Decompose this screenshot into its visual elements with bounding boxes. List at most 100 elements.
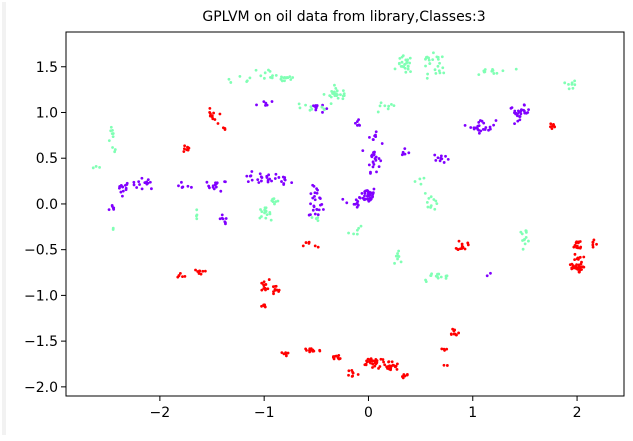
data-point — [259, 208, 262, 211]
data-point — [262, 303, 266, 307]
data-point — [341, 94, 345, 98]
data-point — [441, 66, 445, 70]
data-point — [427, 197, 431, 200]
data-point — [313, 198, 317, 202]
data-point — [407, 151, 411, 155]
data-point — [355, 232, 359, 236]
data-point — [480, 119, 484, 123]
data-point — [213, 183, 217, 187]
data-point — [113, 148, 117, 151]
data-point — [350, 374, 354, 378]
data-point — [258, 172, 262, 176]
data-point — [433, 153, 437, 157]
data-point — [264, 216, 268, 220]
data-points — [91, 51, 598, 380]
data-point — [438, 71, 442, 75]
data-point — [432, 51, 435, 55]
data-point — [408, 61, 412, 65]
data-point — [270, 100, 274, 103]
data-point — [549, 125, 552, 129]
data-point — [591, 245, 595, 249]
data-point — [571, 86, 575, 90]
data-point — [263, 206, 267, 210]
data-point — [203, 269, 207, 273]
data-point — [345, 201, 349, 205]
data-point — [453, 328, 457, 332]
data-point — [409, 70, 412, 74]
y-tick-label: 0.5 — [36, 151, 58, 167]
data-point — [185, 148, 189, 152]
data-point — [455, 333, 458, 337]
data-point — [260, 304, 263, 308]
data-point — [400, 55, 404, 59]
data-point — [268, 70, 272, 73]
data-point — [495, 71, 499, 75]
data-point — [266, 287, 270, 291]
data-point — [365, 360, 369, 364]
data-point — [364, 363, 368, 367]
data-point — [334, 87, 338, 90]
data-point — [276, 199, 280, 203]
data-point — [576, 266, 579, 270]
data-point — [513, 122, 516, 126]
data-point — [518, 118, 522, 122]
y-tick-label: 1.0 — [36, 105, 58, 121]
data-point — [424, 278, 427, 282]
data-point — [250, 178, 254, 182]
data-point — [259, 74, 263, 78]
data-point — [438, 61, 441, 65]
data-point — [301, 244, 305, 248]
data-point — [527, 239, 530, 243]
data-point — [218, 112, 222, 116]
data-point — [445, 364, 449, 367]
data-point — [514, 112, 518, 116]
data-point — [94, 164, 98, 168]
data-point — [404, 70, 408, 74]
data-point — [393, 67, 397, 71]
data-point — [591, 240, 595, 244]
data-point — [521, 239, 524, 242]
data-point — [304, 347, 308, 351]
y-tick-label: −1.0 — [24, 288, 58, 304]
data-point — [277, 176, 281, 179]
data-point — [280, 351, 284, 355]
data-point — [260, 179, 263, 183]
data-point — [150, 187, 153, 191]
x-tick-label: 1 — [468, 405, 477, 421]
data-point — [359, 224, 363, 228]
data-point — [573, 243, 577, 247]
data-point — [341, 97, 345, 101]
data-point — [138, 183, 141, 186]
data-point — [313, 191, 317, 195]
data-point — [223, 220, 227, 224]
data-point — [311, 196, 315, 200]
data-point — [460, 247, 464, 250]
data-point — [329, 102, 333, 106]
data-point — [573, 252, 577, 256]
series-1 — [91, 51, 577, 284]
data-point — [575, 263, 579, 267]
data-point — [315, 187, 318, 191]
data-point — [378, 104, 382, 108]
series-2 — [176, 107, 598, 380]
data-point — [408, 56, 412, 60]
data-point — [180, 186, 184, 189]
data-point — [501, 69, 505, 73]
data-point — [208, 186, 211, 190]
data-point — [437, 272, 441, 276]
data-point — [401, 375, 404, 378]
data-point — [476, 127, 480, 131]
data-point — [371, 362, 375, 366]
data-point — [456, 247, 459, 251]
data-point — [425, 201, 429, 204]
data-point — [429, 206, 432, 209]
data-point — [288, 75, 292, 79]
data-point — [271, 74, 274, 77]
data-point — [353, 121, 357, 125]
data-point — [257, 181, 261, 184]
data-point — [402, 152, 406, 156]
data-point — [440, 55, 444, 59]
data-point — [98, 165, 101, 169]
data-point — [488, 125, 492, 129]
data-point — [280, 180, 283, 183]
